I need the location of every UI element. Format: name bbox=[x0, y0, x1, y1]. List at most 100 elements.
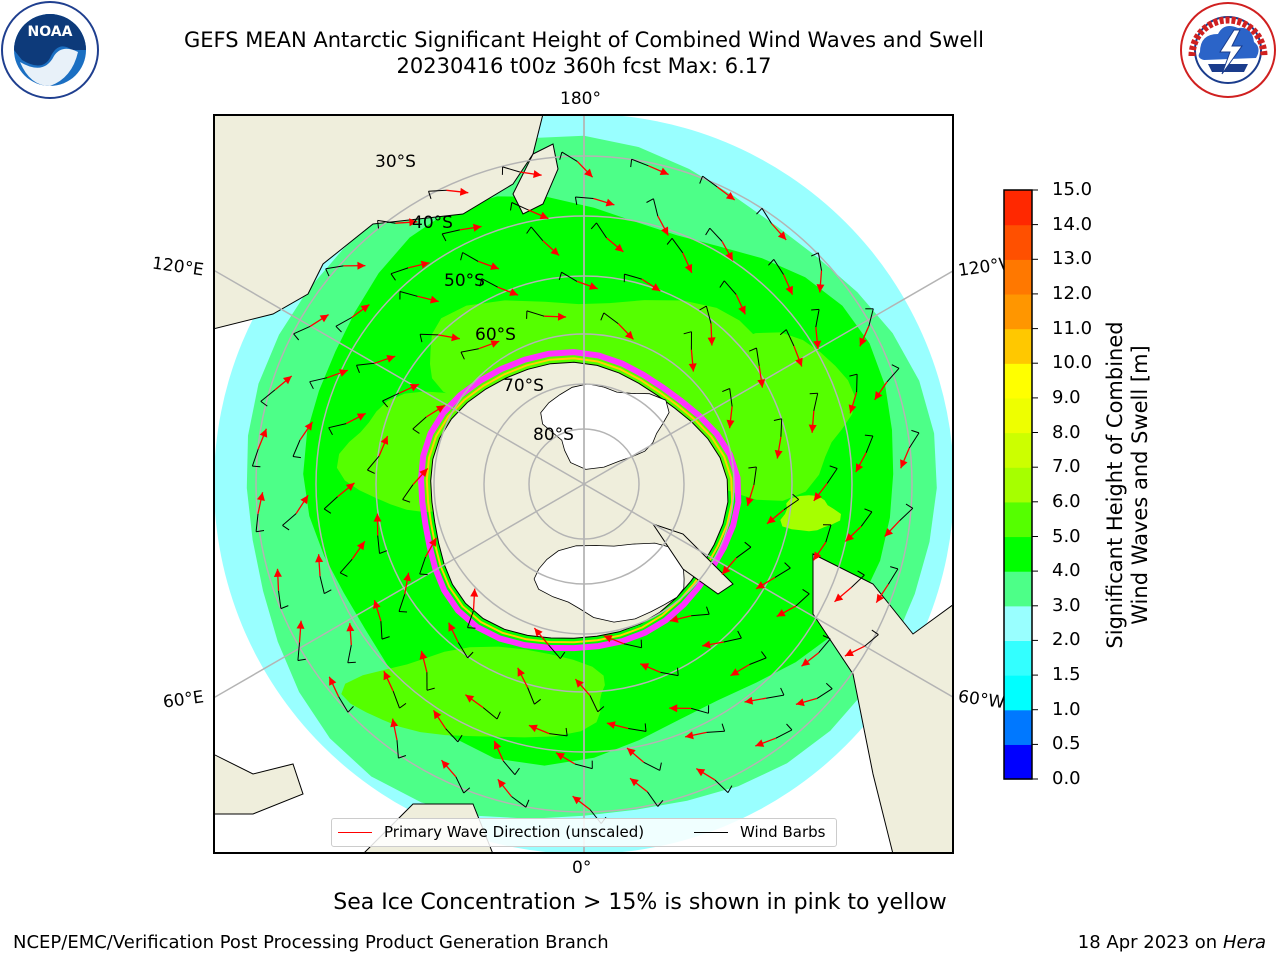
wind-barb-flag bbox=[390, 273, 396, 281]
south-america bbox=[812, 553, 952, 852]
wind-barb bbox=[481, 278, 498, 288]
wind-barb bbox=[442, 229, 460, 235]
wind-barb bbox=[646, 791, 659, 807]
colorbar-tick-label: 3.0 bbox=[1052, 594, 1081, 616]
colorbar-tick-label: 10.0 bbox=[1052, 352, 1093, 374]
wind-barb-flag bbox=[412, 428, 420, 434]
wind-barb-flag bbox=[784, 562, 791, 569]
wind-barb-flag bbox=[514, 767, 520, 775]
wave-arrow-head bbox=[774, 449, 783, 459]
footer-machine: Hera bbox=[1222, 932, 1266, 953]
wind-barb bbox=[766, 694, 784, 699]
wind-barb-flag bbox=[399, 702, 407, 709]
legend-line-red bbox=[338, 831, 372, 833]
wave-arrow-head bbox=[419, 468, 428, 477]
lat-label-30s: 30°S bbox=[375, 152, 416, 172]
wave-arrow-head bbox=[557, 312, 567, 321]
wave-arrow-head bbox=[259, 428, 268, 438]
meridian-line bbox=[583, 270, 952, 485]
wind-barb-flag bbox=[683, 331, 692, 335]
wind-barb bbox=[260, 389, 276, 402]
wind-barb-flag bbox=[381, 636, 390, 640]
colorbar-tick-label: 0.0 bbox=[1052, 768, 1081, 789]
wind-barb-flag bbox=[441, 233, 447, 242]
wind-barb-flag bbox=[810, 252, 819, 257]
wave-arrow-head bbox=[550, 247, 560, 256]
colorbar-tick-label: 1.0 bbox=[1052, 698, 1081, 720]
wave-arrow-head bbox=[722, 565, 731, 575]
wave-arrow-head bbox=[588, 282, 598, 290]
wave-arrow-head bbox=[329, 676, 337, 686]
colorbar-label-line2: Wind Waves and Swell [m] bbox=[1128, 345, 1152, 625]
map-legend: Primary Wave Direction (unscaled) Wind B… bbox=[331, 818, 837, 847]
wind-barb bbox=[709, 227, 723, 242]
wind-barb-flag bbox=[657, 799, 664, 807]
wave-arrow-head bbox=[756, 581, 765, 589]
legend-line-black bbox=[694, 831, 728, 833]
wind-barb-flag bbox=[467, 627, 476, 629]
wind-barb bbox=[367, 455, 380, 471]
wave-arrow-head bbox=[345, 482, 355, 491]
wind-barb-flag bbox=[905, 503, 914, 509]
wave-arrow-head bbox=[356, 541, 365, 551]
wind-barb bbox=[338, 696, 349, 713]
wave-arrow-head bbox=[767, 515, 776, 524]
wind-barb-flag bbox=[367, 469, 375, 474]
wind-barb bbox=[817, 252, 822, 271]
wind-barb-flag bbox=[558, 272, 562, 281]
wave-arrow-head bbox=[776, 609, 786, 617]
wave-arrow-head bbox=[606, 721, 616, 729]
wind-barb bbox=[596, 222, 607, 239]
map-panel bbox=[213, 114, 954, 854]
wind-barb bbox=[795, 593, 810, 607]
wind-barb-flag bbox=[864, 508, 873, 513]
wind-barb-flag bbox=[825, 682, 833, 690]
wave-arrow-head bbox=[539, 211, 549, 220]
wind-barb bbox=[736, 546, 752, 559]
wind-barb-flag bbox=[457, 734, 463, 743]
wave-arrow-head bbox=[777, 231, 787, 240]
wind-barb bbox=[723, 280, 737, 295]
wind-barb bbox=[392, 691, 400, 709]
wave-arrow-head bbox=[614, 243, 624, 252]
wave-arrow-head bbox=[509, 288, 519, 296]
wind-barb-flag bbox=[467, 651, 474, 659]
wind-barb bbox=[826, 468, 838, 484]
wind-barb bbox=[398, 594, 406, 612]
wave-arrow-head bbox=[900, 459, 908, 469]
wave-arrow-head bbox=[844, 648, 854, 656]
wind-barb bbox=[865, 435, 874, 453]
wave-arrow-head bbox=[625, 330, 634, 340]
wind-barb bbox=[860, 511, 873, 527]
colorbar-label-line1: Significant Height of Combined bbox=[1103, 321, 1127, 649]
wind-barb-flag bbox=[428, 191, 432, 199]
wave-arrow-head bbox=[584, 168, 593, 178]
forecast-subtitle: 20230416 t00z 360h fcst Max: 6.17 bbox=[396, 54, 772, 78]
wind-barb-flag bbox=[911, 429, 920, 434]
wind-barb-flag bbox=[822, 635, 831, 640]
colorbar-segment bbox=[1004, 709, 1032, 745]
footer-date: 18 Apr 2023 on Hera bbox=[1078, 932, 1266, 953]
wave-arrow-head bbox=[419, 650, 428, 660]
wave-arrow-head bbox=[373, 600, 381, 609]
wind-barb bbox=[526, 310, 545, 317]
wind-barb bbox=[816, 688, 833, 699]
wave-arrow-head bbox=[556, 752, 565, 761]
colorbar-tick-label: 0.5 bbox=[1052, 733, 1081, 755]
wave-arrow-head bbox=[409, 384, 419, 392]
wave-arrow-head bbox=[257, 492, 265, 501]
wave-arrow-head bbox=[813, 340, 822, 349]
wind-barb bbox=[702, 175, 718, 188]
wave-arrow-head bbox=[300, 495, 309, 505]
colorbar-tick-label: 4.0 bbox=[1052, 560, 1081, 582]
wind-barb bbox=[325, 265, 344, 270]
wind-barb bbox=[382, 392, 400, 402]
colorbar-tick-label: 14.0 bbox=[1052, 213, 1093, 235]
wave-arrow-head bbox=[707, 337, 716, 346]
wave-arrow-head bbox=[603, 635, 613, 643]
wave-arrow-head bbox=[517, 667, 525, 677]
wave-arrow-head bbox=[315, 554, 324, 563]
wind-barb-flag bbox=[347, 706, 354, 713]
wind-barb-flag bbox=[761, 651, 767, 659]
wind-barb bbox=[502, 760, 516, 776]
